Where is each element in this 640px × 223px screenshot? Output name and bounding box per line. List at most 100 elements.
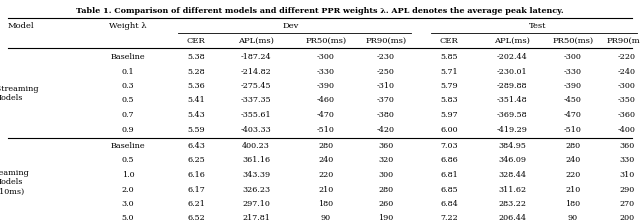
Text: 5.79: 5.79	[440, 82, 458, 90]
Text: Dev: Dev	[283, 22, 299, 30]
Text: -360: -360	[618, 111, 636, 119]
Text: 206.44: 206.44	[498, 215, 526, 223]
Text: -403.33: -403.33	[241, 126, 271, 134]
Text: CER: CER	[440, 37, 458, 45]
Text: -350: -350	[618, 97, 636, 105]
Text: Table 1. Comparison of different models and different PPR weights λ. APL denotes: Table 1. Comparison of different models …	[76, 7, 564, 15]
Text: 3.0: 3.0	[122, 200, 134, 208]
Text: 1.0: 1.0	[122, 171, 134, 179]
Text: 90: 90	[568, 215, 578, 223]
Text: 346.09: 346.09	[498, 157, 526, 165]
Text: 190: 190	[378, 215, 394, 223]
Text: 300: 300	[378, 171, 394, 179]
Text: APL(ms): APL(ms)	[238, 37, 274, 45]
Text: -370: -370	[377, 97, 395, 105]
Text: -470: -470	[564, 111, 582, 119]
Text: 310: 310	[620, 171, 635, 179]
Text: 6.84: 6.84	[440, 200, 458, 208]
Text: 328.44: 328.44	[498, 171, 526, 179]
Text: -450: -450	[564, 97, 582, 105]
Text: -355.61: -355.61	[241, 111, 271, 119]
Text: PR90(ms): PR90(ms)	[365, 37, 406, 45]
Text: 6.00: 6.00	[440, 126, 458, 134]
Text: 5.83: 5.83	[440, 97, 458, 105]
Text: 220: 220	[565, 171, 580, 179]
Text: 280: 280	[319, 142, 333, 150]
Text: APL(ms): APL(ms)	[494, 37, 530, 45]
Text: 290: 290	[620, 186, 635, 194]
Text: 0.5: 0.5	[122, 97, 134, 105]
Text: Test: Test	[529, 22, 547, 30]
Text: 320: 320	[378, 157, 394, 165]
Text: Model: Model	[8, 22, 35, 30]
Text: 220: 220	[318, 171, 333, 179]
Text: 283.22: 283.22	[498, 200, 526, 208]
Text: 6.16: 6.16	[187, 171, 205, 179]
Text: -510: -510	[317, 126, 335, 134]
Text: 5.0: 5.0	[122, 215, 134, 223]
Text: 360: 360	[378, 142, 394, 150]
Text: 6.52: 6.52	[187, 215, 205, 223]
Text: -289.88: -289.88	[497, 82, 527, 90]
Text: 400.23: 400.23	[242, 142, 270, 150]
Text: 6.17: 6.17	[187, 186, 205, 194]
Text: 280: 280	[565, 142, 580, 150]
Text: -351.48: -351.48	[497, 97, 527, 105]
Text: PR90(ms): PR90(ms)	[607, 37, 640, 45]
Text: Baseline: Baseline	[111, 53, 145, 61]
Text: -369.58: -369.58	[497, 111, 527, 119]
Text: 200: 200	[620, 215, 635, 223]
Text: -470: -470	[317, 111, 335, 119]
Text: 6.86: 6.86	[440, 157, 458, 165]
Text: 210: 210	[565, 186, 580, 194]
Text: 326.23: 326.23	[242, 186, 270, 194]
Text: 5.43: 5.43	[187, 111, 205, 119]
Text: Streaming
Models
(510ms): Streaming Models (510ms)	[0, 169, 29, 195]
Text: -380: -380	[377, 111, 395, 119]
Text: Non-Streaming
Models: Non-Streaming Models	[0, 85, 39, 102]
Text: 210: 210	[318, 186, 333, 194]
Text: -187.24: -187.24	[241, 53, 271, 61]
Text: -330: -330	[564, 68, 582, 76]
Text: 180: 180	[319, 200, 333, 208]
Text: 260: 260	[378, 200, 394, 208]
Text: 240: 240	[318, 157, 333, 165]
Text: Baseline: Baseline	[111, 142, 145, 150]
Text: 5.97: 5.97	[440, 111, 458, 119]
Text: -250: -250	[377, 68, 395, 76]
Text: 217.81: 217.81	[242, 215, 270, 223]
Text: -420: -420	[377, 126, 395, 134]
Text: 0.7: 0.7	[122, 111, 134, 119]
Text: 0.1: 0.1	[122, 68, 134, 76]
Text: -202.44: -202.44	[497, 53, 527, 61]
Text: -419.29: -419.29	[497, 126, 527, 134]
Text: 6.25: 6.25	[187, 157, 205, 165]
Text: -275.45: -275.45	[241, 82, 271, 90]
Text: 6.21: 6.21	[187, 200, 205, 208]
Text: 6.81: 6.81	[440, 171, 458, 179]
Text: 5.38: 5.38	[187, 53, 205, 61]
Text: -310: -310	[377, 82, 395, 90]
Text: -510: -510	[564, 126, 582, 134]
Text: 5.41: 5.41	[187, 97, 205, 105]
Text: 330: 330	[620, 157, 635, 165]
Text: -300: -300	[564, 53, 582, 61]
Text: 5.36: 5.36	[187, 82, 205, 90]
Text: 343.39: 343.39	[242, 171, 270, 179]
Text: 280: 280	[378, 186, 394, 194]
Text: 5.28: 5.28	[187, 68, 205, 76]
Text: 7.22: 7.22	[440, 215, 458, 223]
Text: 0.3: 0.3	[122, 82, 134, 90]
Text: -230: -230	[377, 53, 395, 61]
Text: -400: -400	[618, 126, 636, 134]
Text: 5.85: 5.85	[440, 53, 458, 61]
Text: -214.82: -214.82	[241, 68, 271, 76]
Text: -220: -220	[618, 53, 636, 61]
Text: 90: 90	[321, 215, 331, 223]
Text: 7.03: 7.03	[440, 142, 458, 150]
Text: -230.01: -230.01	[497, 68, 527, 76]
Text: -300: -300	[618, 82, 636, 90]
Text: 0.9: 0.9	[122, 126, 134, 134]
Text: 297.10: 297.10	[242, 200, 270, 208]
Text: 5.71: 5.71	[440, 68, 458, 76]
